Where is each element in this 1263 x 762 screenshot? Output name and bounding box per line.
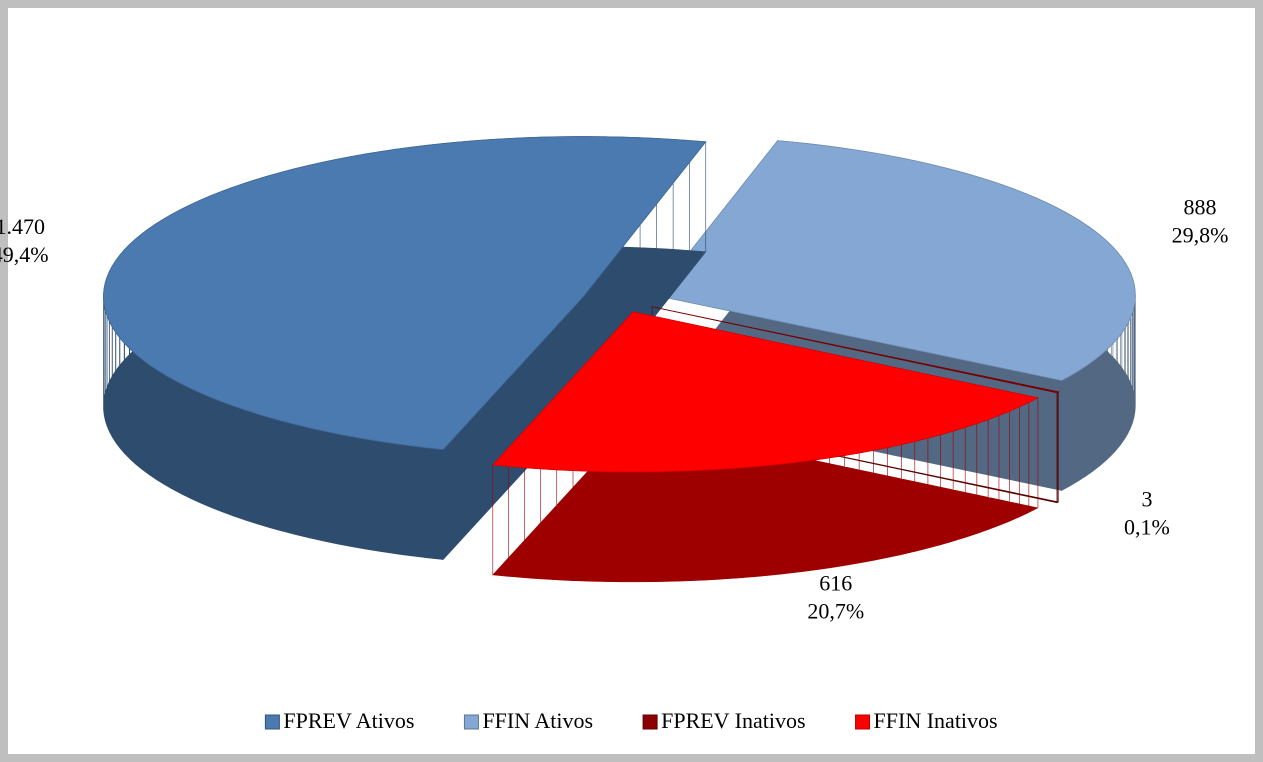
slice <box>491 311 1040 583</box>
legend-swatch <box>463 714 479 730</box>
value-label: 3 <box>1141 487 1152 512</box>
slice-top <box>652 306 1060 394</box>
legend-label: FPREV Ativos <box>283 708 414 733</box>
percent-label: 49,4% <box>0 242 49 267</box>
slice-top <box>491 311 1040 473</box>
legend-label: FPREV Inativos <box>661 708 805 733</box>
percent-label: 29,8% <box>1172 223 1229 248</box>
value-label: 888 <box>1184 195 1217 220</box>
legend-swatch <box>642 714 658 730</box>
value-label: 616 <box>819 571 852 596</box>
percent-label: 20,7% <box>807 599 864 624</box>
slice-top <box>103 136 707 450</box>
legend-swatch <box>264 714 280 730</box>
legend-swatch <box>855 714 871 730</box>
slice <box>103 136 707 561</box>
slice-top <box>654 140 1136 381</box>
legend-label: FFIN Ativos <box>482 708 593 733</box>
value-label: 1.470 <box>0 214 45 239</box>
slice <box>651 306 1060 504</box>
legend-label: FFIN Inativos <box>874 708 998 733</box>
percent-label: 0,1% <box>1124 515 1170 540</box>
